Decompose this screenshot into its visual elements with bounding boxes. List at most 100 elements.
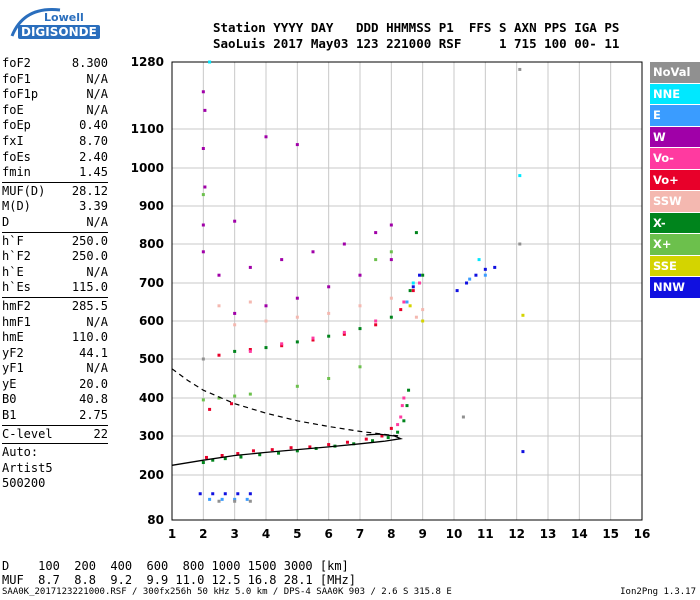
y-tick-label: 800	[139, 237, 164, 251]
data-point-vo	[327, 443, 331, 447]
data-point-x	[405, 404, 409, 408]
data-point-e	[405, 300, 409, 304]
param-row-clevel: C-level 22	[2, 427, 108, 443]
param-divider	[2, 296, 108, 298]
data-point-x	[358, 365, 362, 369]
param-name: M(D)	[2, 199, 31, 214]
param-name: hmF2	[2, 298, 31, 313]
param-value: 8.300	[71, 56, 108, 70]
param-value: 2.75	[79, 408, 108, 423]
x-tick-label: 6	[324, 527, 332, 541]
data-point-e	[483, 273, 487, 277]
param-row-hf2: h`F2 250.0	[2, 249, 108, 265]
y-tick-label: 600	[139, 314, 164, 328]
data-point-vo	[345, 440, 349, 444]
data-point-x	[389, 315, 393, 319]
param-name: foEs	[2, 149, 31, 164]
param-name: h`E	[2, 264, 24, 279]
data-point-nne	[411, 281, 415, 285]
auto-scaling-line: 500200	[2, 476, 46, 491]
data-point-x	[258, 453, 262, 457]
data-point-x	[223, 457, 227, 461]
param-row-hmf1: hmF1 N/A	[2, 315, 108, 331]
data-point-w	[264, 304, 268, 308]
y-tick-label: 700	[139, 276, 164, 290]
data-point-vo	[230, 402, 234, 406]
param-value: 3.39	[79, 199, 108, 214]
param-row-hes: h`Es 115.0	[2, 280, 108, 296]
data-point-vo	[374, 323, 378, 327]
data-point-ssw	[327, 311, 331, 315]
data-point-vo	[220, 454, 224, 457]
data-point-noval	[233, 499, 237, 503]
station-header: Station YYYY DAY DDD HHMMSS P1 FFS S AXN…	[213, 20, 619, 52]
data-point-e	[468, 277, 472, 281]
param-row-he: h`E N/A	[2, 265, 108, 281]
param-row-yf2: yF2 44.1	[2, 346, 108, 362]
param-value: 40.8	[79, 392, 108, 407]
legend: NoVal NNE E W Vo- Vo+ SSW X- X+ SSE NNW	[650, 62, 700, 299]
data-point-e	[233, 497, 237, 501]
param-divider	[2, 181, 108, 183]
data-point-vo	[251, 449, 255, 453]
data-point-nnw	[411, 285, 415, 289]
data-point-ssw	[217, 304, 221, 308]
data-point-vo	[380, 434, 384, 438]
param-name: yE	[2, 376, 17, 391]
legend-item-sse: SSE	[650, 255, 700, 276]
data-point-vo	[399, 415, 403, 419]
param-row-foes: foEs 2.40	[2, 150, 108, 166]
param-row-fof1p: foF1p N/A	[2, 87, 108, 103]
param-row-hme: hmE 110.0	[2, 330, 108, 346]
data-point-x	[201, 193, 205, 197]
auto-scaling-line: Artist5	[2, 460, 53, 475]
data-point-x	[264, 346, 268, 350]
y-tick-label: 200	[139, 468, 164, 482]
data-point-vo	[308, 445, 312, 449]
x-tick-label: 5	[293, 527, 301, 541]
data-point-nnw	[521, 450, 525, 454]
data-point-nnw	[465, 281, 469, 285]
data-point-nnw	[248, 492, 252, 496]
x-tick-label: 14	[571, 527, 588, 541]
data-point-nnw	[493, 265, 497, 269]
data-point-sse	[408, 304, 412, 308]
data-point-vo	[402, 396, 406, 400]
data-point-w	[327, 285, 331, 289]
data-point-w	[389, 258, 393, 262]
param-name: MUF(D)	[2, 183, 46, 198]
legend-item-nnw: NNW	[650, 277, 700, 298]
version-label: Ion2Png 1.3.17	[620, 587, 696, 597]
data-point-vo	[236, 452, 240, 456]
data-point-x	[358, 327, 362, 331]
data-point-vo	[204, 455, 208, 459]
data-point-nne	[518, 174, 522, 178]
data-point-x	[408, 289, 412, 293]
data-point-w	[311, 250, 315, 254]
param-row-mufd: MUF(D) 28.12	[2, 184, 108, 200]
param-row-fof2: foF2 8.300	[2, 56, 108, 72]
x-tick-label: 10	[446, 527, 463, 541]
data-point-vo	[342, 330, 346, 334]
logo-text-top: Lowell	[44, 11, 84, 24]
data-point-noval	[217, 499, 221, 503]
legend-item-ssw: SSW	[650, 191, 700, 212]
data-point-x	[233, 349, 237, 353]
legend-item-vo: Vo-	[650, 148, 700, 169]
data-point-e	[245, 497, 249, 501]
param-divider	[2, 231, 108, 233]
param-name: D	[2, 214, 10, 229]
data-point-vo	[418, 281, 422, 285]
param-value: 2.40	[79, 149, 108, 164]
data-point-ssw	[421, 308, 425, 312]
param-name: foF2	[2, 56, 31, 70]
data-point-nnw	[236, 492, 240, 496]
data-point-w	[233, 311, 237, 315]
data-point-w	[280, 258, 284, 262]
data-point-nnw	[474, 273, 478, 277]
data-point-nnw	[211, 492, 215, 496]
data-point-x	[396, 430, 400, 434]
data-point-noval	[248, 499, 252, 503]
legend-item-vo: Vo+	[650, 169, 700, 190]
